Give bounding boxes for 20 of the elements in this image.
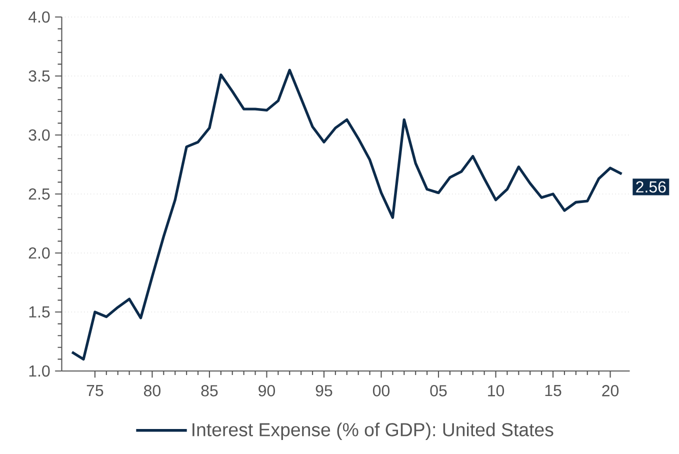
x-tick-label: 10 xyxy=(488,385,504,396)
x-tick-label: 75 xyxy=(86,385,104,396)
y-tick-label: 1.0 xyxy=(29,365,50,377)
y-tick-label: 2.5 xyxy=(28,188,50,200)
x-tick-label: 15 xyxy=(545,385,562,396)
x-tick-label: 85 xyxy=(201,385,218,396)
legend-label: Interest Expense (% of GDP): United States xyxy=(192,422,554,440)
x-tick-label: 20 xyxy=(602,385,619,396)
y-tick-label: 1.5 xyxy=(29,306,50,318)
y-tick-label: 2.0 xyxy=(28,247,50,259)
y-tick-label: 3.0 xyxy=(28,129,50,141)
line-series xyxy=(70,68,624,361)
x-tick-label: 05 xyxy=(430,385,447,396)
y-tick-label: 3.5 xyxy=(28,70,50,82)
x-tick-label: 95 xyxy=(316,385,332,396)
x-tick-label: 80 xyxy=(144,385,160,396)
y-tick-label: 4.0 xyxy=(28,11,50,23)
text: 2.56 xyxy=(636,181,666,193)
x-tick-label: 00 xyxy=(372,385,390,396)
x-tick-label: 90 xyxy=(258,385,275,396)
